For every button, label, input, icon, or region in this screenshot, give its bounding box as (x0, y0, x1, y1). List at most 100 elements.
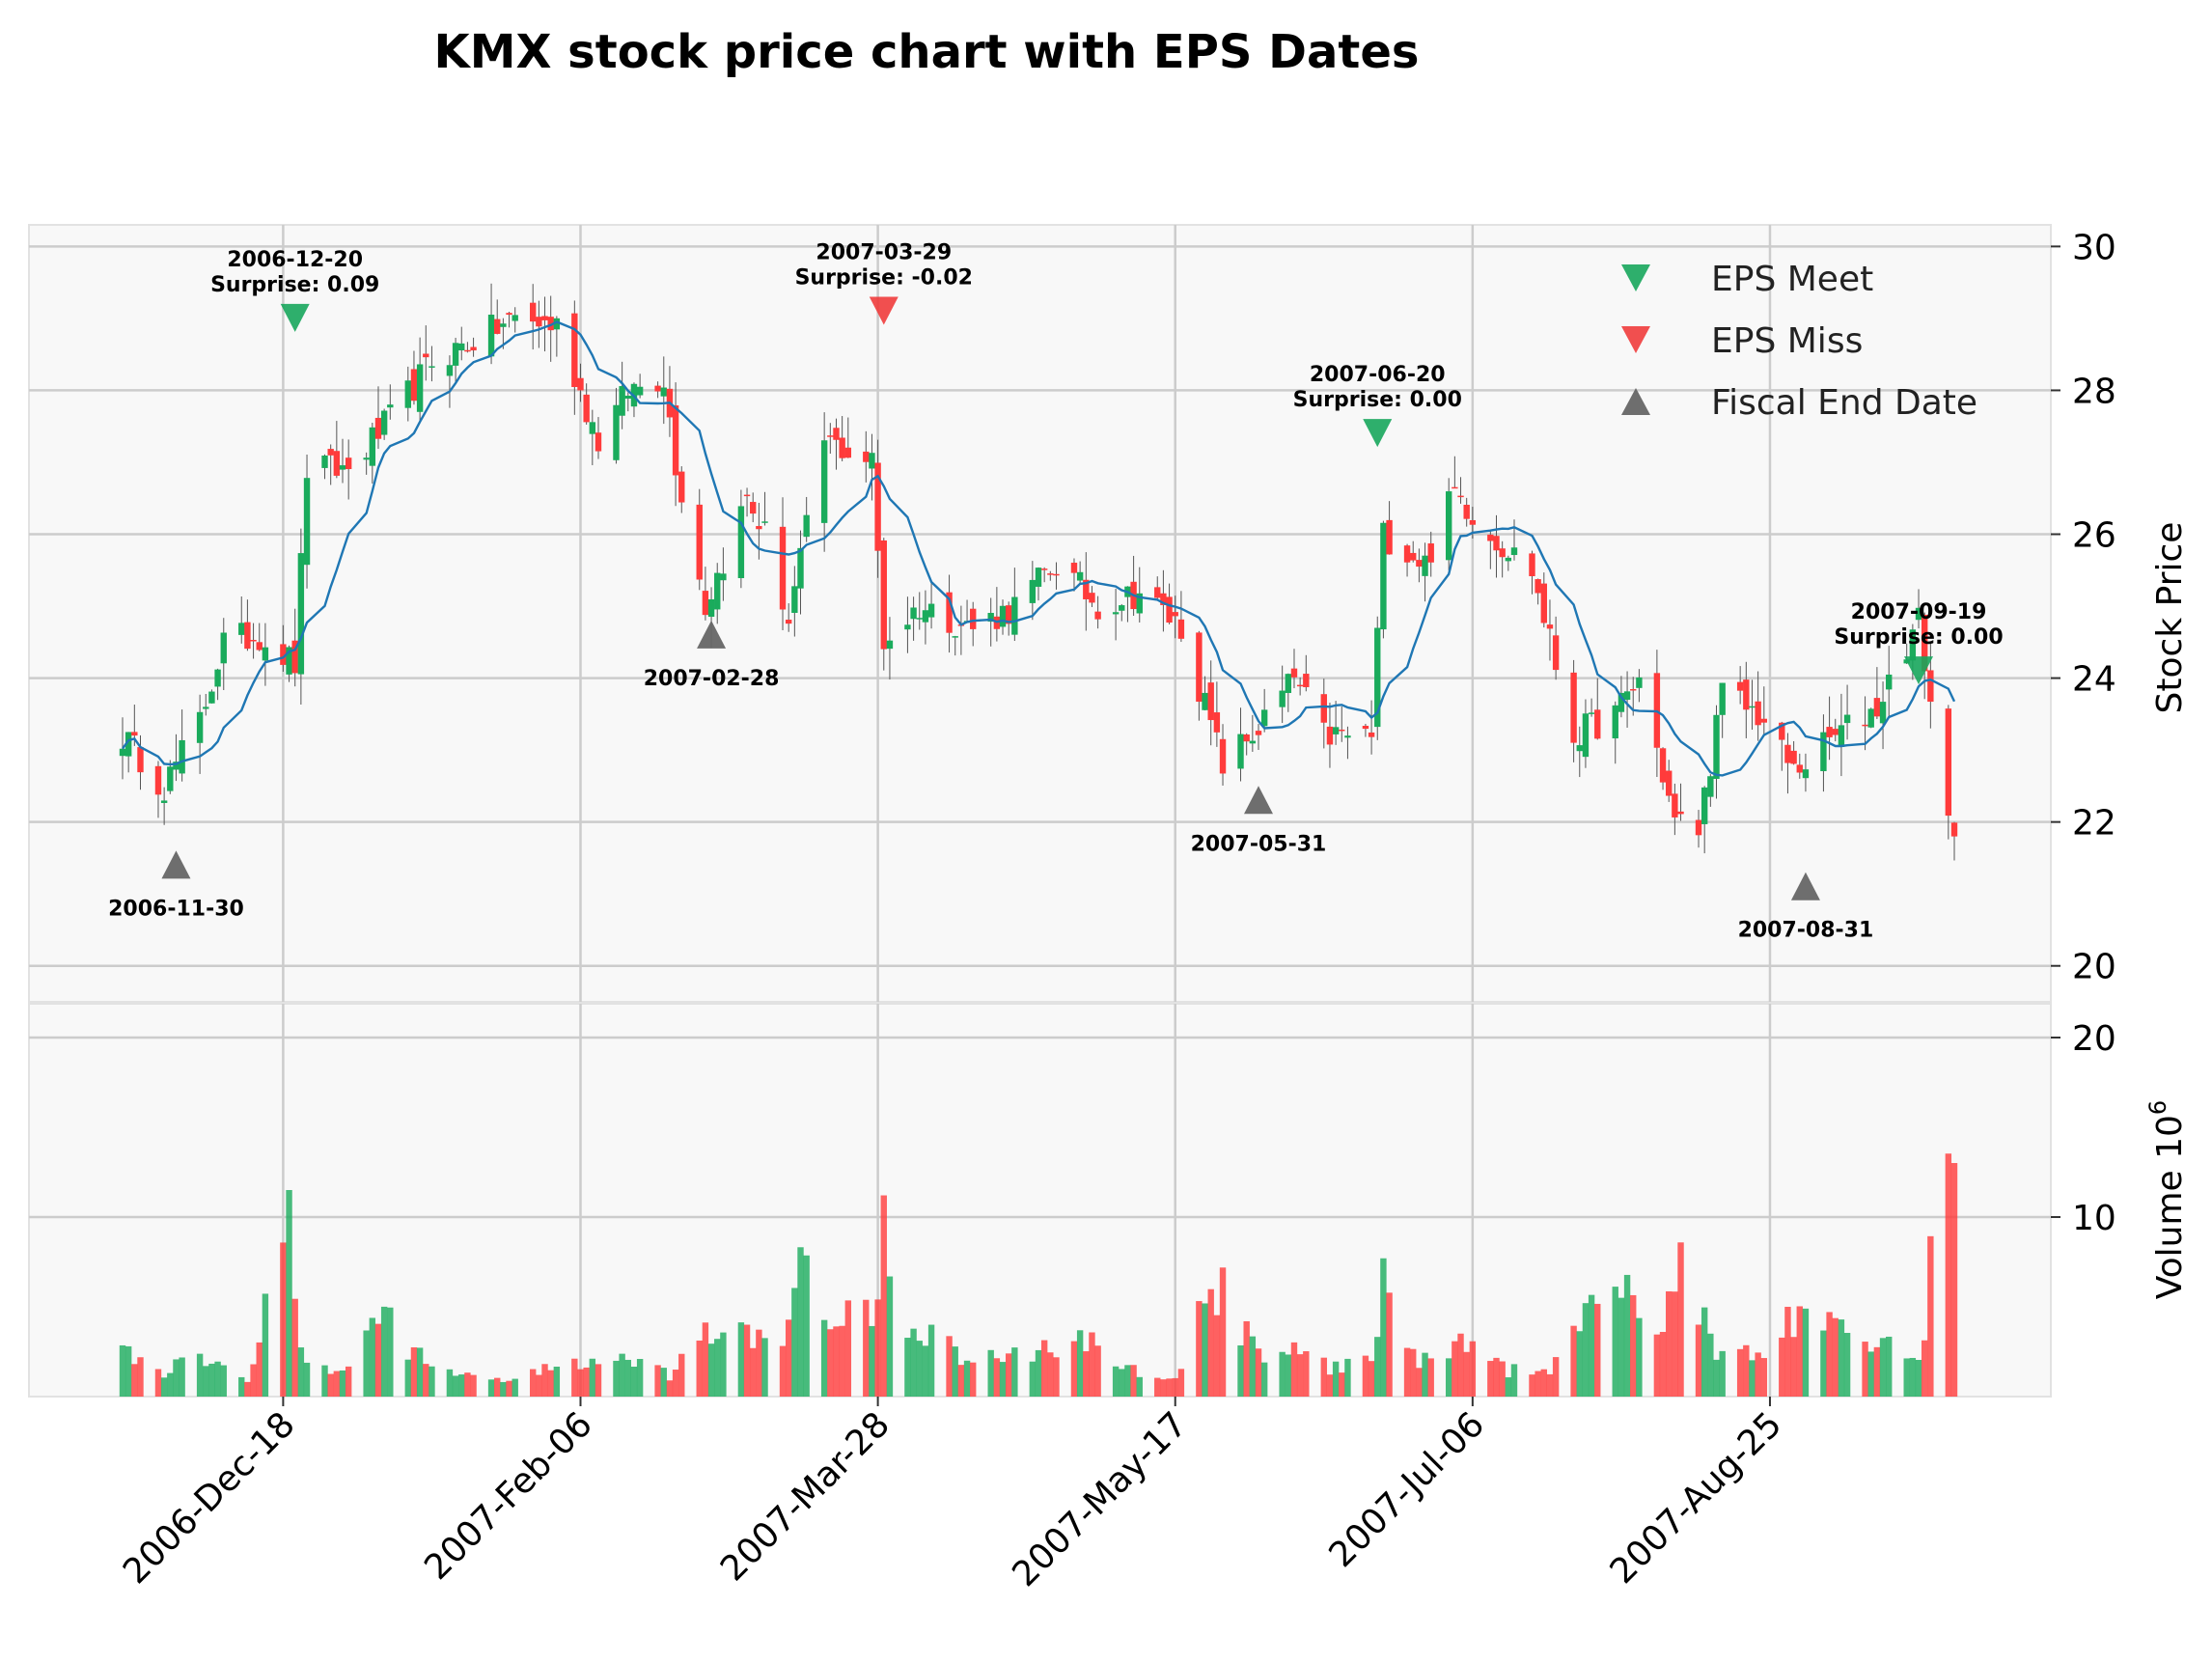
candle-body (1802, 769, 1810, 779)
candle-body (1873, 698, 1881, 717)
candle-body (1380, 522, 1387, 630)
eps-surprise-label: Surprise: -0.02 (795, 265, 973, 290)
price-tick-label: 30 (2072, 228, 2116, 267)
volume-bar (452, 1375, 459, 1397)
volume-bar (1950, 1163, 1958, 1397)
date-tick-label: 2007-Jul-06 (1322, 1404, 1493, 1575)
volume-axis-exponent: 6 (2144, 1100, 2171, 1115)
volume-bar (666, 1380, 674, 1397)
volume-bar (696, 1340, 703, 1397)
volume-bar (1196, 1301, 1203, 1397)
fiscal-end-label: 2007-08-31 (1738, 919, 1874, 943)
candle-body (1296, 684, 1304, 687)
candle-body (844, 447, 852, 458)
volume-bar (1243, 1320, 1250, 1397)
candle-body (1529, 553, 1535, 577)
volume-bar (1838, 1319, 1845, 1397)
legend-miss-label: EPS Miss (1711, 321, 1863, 361)
candle-body (1862, 724, 1868, 727)
volume-bar (536, 1374, 542, 1397)
volume-axis: 10 20 (2051, 1019, 2116, 1238)
candle-body (904, 624, 911, 630)
candle-body (416, 364, 424, 412)
volume-bar (827, 1329, 834, 1397)
volume-bar (571, 1358, 578, 1397)
candle-body (946, 592, 953, 633)
candle-body (987, 613, 994, 623)
volume-bar (530, 1369, 537, 1397)
eps-surprise-label: Surprise: 0.00 (1293, 388, 1462, 412)
candle-body (1213, 712, 1221, 733)
volume-bar (1457, 1333, 1464, 1397)
legend: EPS Meet EPS Miss Fiscal End Date (1621, 260, 1977, 423)
candle-body (1154, 587, 1161, 598)
volume-bar (636, 1358, 644, 1397)
volume-bar (1700, 1307, 1708, 1397)
volume-bar (785, 1319, 792, 1397)
volume-bar (1452, 1341, 1458, 1397)
volume-bar (1166, 1378, 1173, 1397)
eps-surprise-label: Surprise: 0.00 (1834, 625, 2003, 650)
candle-body (820, 440, 828, 523)
volume-bar (429, 1366, 435, 1397)
legend-miss-marker (1621, 326, 1650, 353)
volume-bar (1760, 1358, 1768, 1397)
volume-bar (743, 1324, 751, 1397)
volume-bar (1035, 1349, 1042, 1397)
volume-bar (374, 1323, 382, 1397)
date-tick-label: 2007-Feb-06 (417, 1404, 600, 1588)
candle-body (1535, 579, 1541, 594)
legend-meet-marker (1621, 264, 1650, 291)
volume-bar (464, 1372, 471, 1397)
candle-body (797, 547, 804, 589)
candle-body (1886, 674, 1893, 690)
candle-body (1618, 692, 1625, 712)
volume-bar (1207, 1288, 1214, 1397)
volume-bar (1552, 1357, 1560, 1397)
candle-body (916, 618, 923, 620)
volume-bar (1546, 1373, 1554, 1397)
volume-bar (1784, 1306, 1791, 1397)
candle-body (863, 451, 870, 462)
volume-bar (1119, 1369, 1125, 1397)
volume-bar (1326, 1374, 1334, 1397)
candle-body (619, 386, 625, 416)
candle-body (1736, 681, 1744, 691)
eps-date-label: 2006-12-20 (227, 248, 363, 272)
candle-body (1832, 729, 1839, 735)
candle-body (660, 387, 667, 397)
volume-bar (1540, 1369, 1547, 1397)
volume-bar (1070, 1341, 1078, 1397)
volume-bar (1303, 1351, 1310, 1397)
volume-bar (1707, 1333, 1714, 1397)
volume-bar (654, 1365, 661, 1397)
volume-bar (1362, 1355, 1369, 1397)
candle-body (803, 514, 810, 538)
fiscal-end-label: 2006-11-30 (108, 897, 244, 921)
volume-bar (904, 1338, 911, 1397)
volume-bar (1873, 1346, 1881, 1397)
candle-body (429, 366, 435, 368)
volume-bar (327, 1373, 334, 1397)
candle-body (1332, 727, 1340, 734)
candle-body (1112, 612, 1120, 615)
candle-body (1672, 793, 1678, 817)
volume-bar (1743, 1344, 1750, 1397)
volume-bar (1279, 1351, 1286, 1397)
volume-bar (244, 1381, 251, 1397)
volume-bar (458, 1374, 465, 1397)
fiscal-end-marker (697, 620, 727, 649)
volume-bar (506, 1380, 512, 1397)
candle-body (589, 422, 596, 434)
candle-body (1879, 702, 1887, 724)
volume-bar (1802, 1308, 1810, 1397)
candle-body (131, 732, 138, 736)
candle-body (1826, 727, 1833, 737)
moving-average-path (122, 320, 1956, 777)
legend-fiscal-label: Fiscal End Date (1711, 383, 1977, 423)
volume-bar (970, 1362, 977, 1397)
volume-bar (333, 1371, 341, 1397)
volume-bar (927, 1324, 935, 1397)
candle-body (387, 404, 394, 408)
volume-bar (999, 1362, 1007, 1397)
